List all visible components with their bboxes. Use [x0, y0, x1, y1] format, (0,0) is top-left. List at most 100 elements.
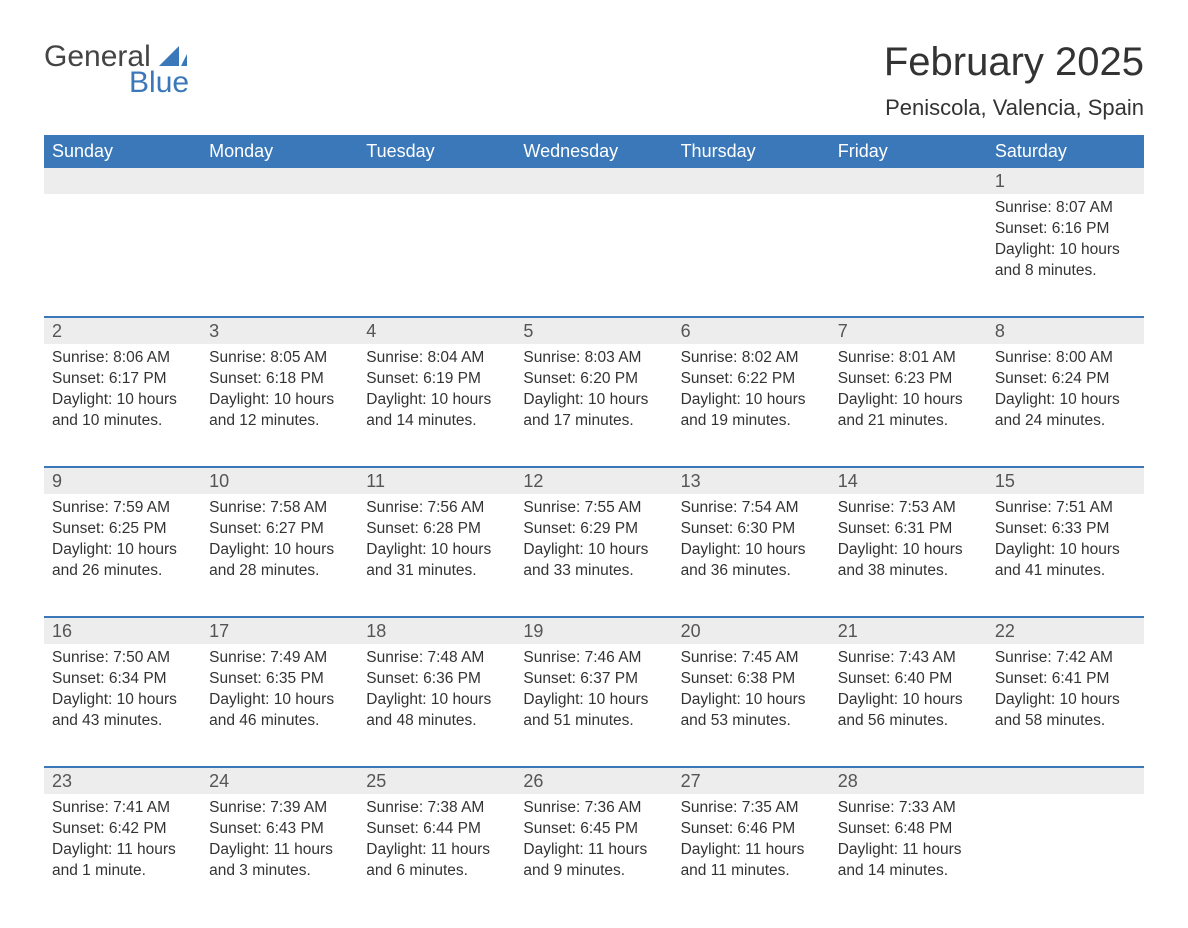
sunset-line: Sunset: 6:43 PM	[209, 819, 350, 840]
day-cell	[830, 168, 987, 288]
day-number: 28	[830, 768, 987, 794]
day-body: Sunrise: 7:59 AMSunset: 6:25 PMDaylight:…	[44, 494, 201, 582]
sunrise-line: Sunrise: 8:06 AM	[52, 348, 193, 369]
sunset-line: Sunset: 6:18 PM	[209, 369, 350, 390]
day-number: 2	[44, 318, 201, 344]
day-body: Sunrise: 7:51 AMSunset: 6:33 PMDaylight:…	[987, 494, 1144, 582]
day-number-empty	[987, 768, 1144, 794]
day-number: 20	[673, 618, 830, 644]
day-body: Sunrise: 7:55 AMSunset: 6:29 PMDaylight:…	[515, 494, 672, 582]
day-cell: 24Sunrise: 7:39 AMSunset: 6:43 PMDayligh…	[201, 768, 358, 888]
day-body: Sunrise: 7:48 AMSunset: 6:36 PMDaylight:…	[358, 644, 515, 732]
day-body: Sunrise: 7:35 AMSunset: 6:46 PMDaylight:…	[673, 794, 830, 882]
daylight-line: Daylight: 10 hours and 56 minutes.	[838, 690, 979, 732]
week-row: 2Sunrise: 8:06 AMSunset: 6:17 PMDaylight…	[44, 316, 1144, 438]
daylight-line: Daylight: 10 hours and 33 minutes.	[523, 540, 664, 582]
sunset-line: Sunset: 6:22 PM	[681, 369, 822, 390]
sunset-line: Sunset: 6:37 PM	[523, 669, 664, 690]
weeks-container: 1 Sunrise: 8:07 AMSunset: 6:16 PM Daylight…	[44, 168, 1144, 888]
day-body: Sunrise: 7:43 AMSunset: 6:40 PMDaylight:…	[830, 644, 987, 732]
header: General Blue February 2025 Peniscola, Va…	[44, 40, 1144, 121]
logo: General Blue	[44, 40, 187, 98]
sunset-line: Sunset: 6:44 PM	[366, 819, 507, 840]
sunset-line: Sunset: 6:28 PM	[366, 519, 507, 540]
sunrise-line: Sunrise: 7:54 AM	[681, 498, 822, 519]
day-cell: 2Sunrise: 8:06 AMSunset: 6:17 PMDaylight…	[44, 318, 201, 438]
daylight-line: Daylight: 11 hours and 14 minutes.	[838, 840, 979, 882]
sunset-line: Sunset: 6:29 PM	[523, 519, 664, 540]
daylight-line: Daylight: 11 hours and 11 minutes.	[681, 840, 822, 882]
weekday-tuesday: Tuesday	[358, 135, 515, 168]
title-block: February 2025 Peniscola, Valencia, Spain	[884, 40, 1144, 121]
day-number: 8	[987, 318, 1144, 344]
sunrise-line: Sunrise: 7:58 AM	[209, 498, 350, 519]
calendar: SundayMondayTuesdayWednesdayThursdayFrid…	[44, 135, 1144, 888]
day-cell: 1Sunrise: 8:07 AMSunset: 6:16 PMDaylight…	[987, 168, 1144, 288]
day-body: Sunrise: 8:04 AMSunset: 6:19 PMDaylight:…	[358, 344, 515, 432]
day-cell: 16Sunrise: 7:50 AMSunset: 6:34 PMDayligh…	[44, 618, 201, 738]
sunset-line: Sunset: 6:30 PM	[681, 519, 822, 540]
sunset-line: Sunset: 6:34 PM	[52, 669, 193, 690]
logo-sail-icon	[159, 44, 187, 66]
day-number-empty	[358, 168, 515, 194]
day-number-empty	[830, 168, 987, 194]
sunrise-line: Sunrise: 8:07 AM	[995, 198, 1136, 219]
sunset-line: Sunset: 6:48 PM	[838, 819, 979, 840]
day-cell: 11Sunrise: 7:56 AMSunset: 6:28 PMDayligh…	[358, 468, 515, 588]
day-number: 26	[515, 768, 672, 794]
sunrise-line: Sunrise: 7:50 AM	[52, 648, 193, 669]
day-cell: 3Sunrise: 8:05 AMSunset: 6:18 PMDaylight…	[201, 318, 358, 438]
day-body: Sunrise: 7:58 AMSunset: 6:27 PMDaylight:…	[201, 494, 358, 582]
day-body: Sunrise: 7:46 AMSunset: 6:37 PMDaylight:…	[515, 644, 672, 732]
day-cell: 21Sunrise: 7:43 AMSunset: 6:40 PMDayligh…	[830, 618, 987, 738]
sunset-line: Sunset: 6:16 PM	[995, 219, 1136, 240]
sunrise-line: Sunrise: 7:39 AM	[209, 798, 350, 819]
sunrise-line: Sunrise: 8:04 AM	[366, 348, 507, 369]
daylight-line: Daylight: 10 hours and 41 minutes.	[995, 540, 1136, 582]
day-body: Sunrise: 8:05 AMSunset: 6:18 PMDaylight:…	[201, 344, 358, 432]
day-number: 11	[358, 468, 515, 494]
logo-text: General Blue	[44, 40, 187, 98]
day-number: 1	[987, 168, 1144, 194]
day-cell: 8Sunrise: 8:00 AMSunset: 6:24 PMDaylight…	[987, 318, 1144, 438]
day-cell: 17Sunrise: 7:49 AMSunset: 6:35 PMDayligh…	[201, 618, 358, 738]
day-cell: 18Sunrise: 7:48 AMSunset: 6:36 PMDayligh…	[358, 618, 515, 738]
day-cell	[44, 168, 201, 288]
week-row: 1Sunrise: 8:07 AMSunset: 6:16 PMDaylight…	[44, 168, 1144, 288]
sunrise-line: Sunrise: 7:43 AM	[838, 648, 979, 669]
day-body: Sunrise: 7:49 AMSunset: 6:35 PMDaylight:…	[201, 644, 358, 732]
daylight-line: Daylight: 11 hours and 6 minutes.	[366, 840, 507, 882]
sunset-line: Sunset: 6:41 PM	[995, 669, 1136, 690]
day-number: 12	[515, 468, 672, 494]
week-row: 9Sunrise: 7:59 AMSunset: 6:25 PMDaylight…	[44, 466, 1144, 588]
sunset-line: Sunset: 6:27 PM	[209, 519, 350, 540]
day-cell: 22Sunrise: 7:42 AMSunset: 6:41 PMDayligh…	[987, 618, 1144, 738]
daylight-line: Daylight: 10 hours and 53 minutes.	[681, 690, 822, 732]
sunrise-line: Sunrise: 7:48 AM	[366, 648, 507, 669]
week-row: 23Sunrise: 7:41 AMSunset: 6:42 PMDayligh…	[44, 766, 1144, 888]
sunrise-line: Sunrise: 7:38 AM	[366, 798, 507, 819]
day-number-empty	[44, 168, 201, 194]
day-number-empty	[201, 168, 358, 194]
day-cell: 9Sunrise: 7:59 AMSunset: 6:25 PMDaylight…	[44, 468, 201, 588]
sunrise-line: Sunrise: 7:42 AM	[995, 648, 1136, 669]
daylight-line: Daylight: 10 hours and 46 minutes.	[209, 690, 350, 732]
sunrise-line: Sunrise: 7:55 AM	[523, 498, 664, 519]
day-cell: 10Sunrise: 7:58 AMSunset: 6:27 PMDayligh…	[201, 468, 358, 588]
day-cell: 7Sunrise: 8:01 AMSunset: 6:23 PMDaylight…	[830, 318, 987, 438]
day-number: 5	[515, 318, 672, 344]
sunrise-line: Sunrise: 7:51 AM	[995, 498, 1136, 519]
day-number: 21	[830, 618, 987, 644]
day-body: Sunrise: 7:56 AMSunset: 6:28 PMDaylight:…	[358, 494, 515, 582]
day-cell	[358, 168, 515, 288]
day-number: 24	[201, 768, 358, 794]
daylight-line: Daylight: 10 hours and 14 minutes.	[366, 390, 507, 432]
day-body: Sunrise: 8:02 AMSunset: 6:22 PMDaylight:…	[673, 344, 830, 432]
day-cell: 4Sunrise: 8:04 AMSunset: 6:19 PMDaylight…	[358, 318, 515, 438]
day-number: 27	[673, 768, 830, 794]
day-body: Sunrise: 7:39 AMSunset: 6:43 PMDaylight:…	[201, 794, 358, 882]
daylight-line: Daylight: 10 hours and 36 minutes.	[681, 540, 822, 582]
day-body: Sunrise: 7:38 AMSunset: 6:44 PMDaylight:…	[358, 794, 515, 882]
sunrise-line: Sunrise: 7:33 AM	[838, 798, 979, 819]
sunrise-line: Sunrise: 7:36 AM	[523, 798, 664, 819]
